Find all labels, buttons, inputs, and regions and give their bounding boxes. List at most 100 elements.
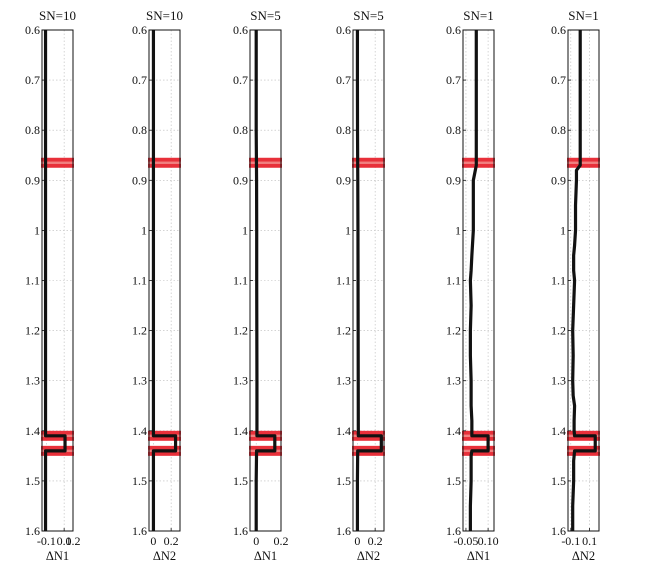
y-tick-label: 0.8 [132, 123, 147, 137]
x-axis-label: ΔN1 [46, 549, 69, 563]
y-tick-label: 0.9 [336, 173, 351, 187]
y-tick-label: 1.6 [132, 524, 147, 538]
y-tick-label: 1.5 [446, 474, 461, 488]
panel-5: SN=10.6 0.7 0.8 0.9 1 1.1 1.2 1.3 1.4 1.5 1.6-0.05… [446, 8, 499, 563]
y-tick-label: 1.4 [551, 424, 566, 438]
y-tick-label: 1.4 [233, 424, 248, 438]
y-tick-label: 0.9 [551, 173, 566, 187]
x-tick-label: -0.1 [37, 534, 56, 548]
y-tick-label: 1 [345, 223, 351, 237]
x-tick-label: 0 [150, 534, 156, 548]
panel-4: SN=50.6 0.7 0.8 0.9 1 1.1 1.2 1.3 1.4 1.5 1.60 0.2Δ… [336, 8, 385, 563]
y-tick-label: 1.5 [551, 474, 566, 488]
y-tick-label: 1.4 [446, 424, 461, 438]
y-tick-label: 0.8 [551, 123, 566, 137]
y-tick-label: 1.6 [551, 524, 566, 538]
panel-title: SN=5 [353, 8, 383, 23]
x-tick-label: 0.2 [274, 534, 289, 548]
y-tick-label: 1.5 [132, 474, 147, 488]
series-line [571, 30, 597, 531]
panel-3: SN=50.6 0.7 0.8 0.9 1 1.1 1.2 1.3 1.4 1.5 1.6 0 0.2Δ… [233, 8, 289, 563]
y-tick-label: 0.6 [336, 23, 351, 37]
y-tick-label: 1.6 [25, 524, 40, 538]
y-tick-label: 1.1 [132, 274, 147, 288]
x-axis-label: ΔN1 [254, 549, 277, 563]
y-tick-label: 0.9 [233, 173, 248, 187]
x-tick-label: 0.2 [368, 534, 383, 548]
y-tick-label: 1 [242, 223, 248, 237]
series-line [43, 30, 67, 531]
y-tick-label: 1.5 [25, 474, 40, 488]
panel-2: SN=100.6 0.7 0.8 0.9 1 1.1 1.2 1.3 1.4 1.5 1.60 0.2… [132, 8, 183, 563]
y-tick-label: 1.2 [132, 324, 147, 338]
y-tick-label: 1.4 [25, 424, 40, 438]
x-tick-label: 0 [354, 534, 360, 548]
y-tick-label: 1.3 [336, 374, 351, 388]
y-tick-label: 1.5 [233, 474, 248, 488]
y-tick-label: 0.6 [446, 23, 461, 37]
x-tick-label: 0.1 [57, 534, 72, 548]
y-tick-label: 0.6 [132, 23, 147, 37]
y-tick-label: 1.5 [336, 474, 351, 488]
x-tick-label: -0.1 [561, 534, 580, 548]
x-tick-label: 0.1 [582, 534, 597, 548]
panel-title: SN=1 [463, 8, 493, 23]
y-tick-label: 1 [141, 223, 147, 237]
y-tick-label: 1 [34, 223, 40, 237]
y-tick-label: 1.3 [132, 374, 147, 388]
panel-title: SN=10 [39, 8, 76, 23]
y-tick-label: 1.3 [25, 374, 40, 388]
y-tick-label: 1.1 [551, 274, 566, 288]
y-tick-label: 1.1 [446, 274, 461, 288]
y-tick-label: 1.1 [25, 274, 40, 288]
highlight-band-core [249, 161, 282, 164]
y-tick-label: 0.8 [25, 123, 40, 137]
highlight-band-core [352, 161, 385, 164]
series-line [355, 30, 383, 531]
y-tick-label: 1 [455, 223, 461, 237]
highlight-band-core [567, 161, 600, 164]
highlight-band-core [462, 161, 495, 164]
series-line [468, 30, 490, 531]
highlight-band-core [41, 161, 74, 164]
y-tick-label: 1.6 [336, 524, 351, 538]
panel-title: SN=1 [568, 8, 598, 23]
y-tick-label: 1.2 [551, 324, 566, 338]
panel-6: SN=10.6 0.7 0.8 0.9 1 1.1 1.2 1.3 1.4 1.5 1.6-0.1 0… [551, 8, 600, 563]
highlight-band-core [148, 161, 181, 164]
y-tick-label: 1.1 [336, 274, 351, 288]
y-tick-label: 0.7 [551, 73, 566, 87]
x-tick-label: 0.2 [66, 534, 81, 548]
x-tick-label: 0.2 [164, 534, 179, 548]
x-tick-label: -0.05 [453, 534, 478, 548]
y-tick-label: 1.2 [233, 324, 248, 338]
y-tick-label: 0.7 [233, 73, 248, 87]
y-tick-label: 1.4 [336, 424, 351, 438]
y-tick-label: 0.6 [551, 23, 566, 37]
x-tick-label: 0.10 [478, 534, 499, 548]
y-tick-label: 1.1 [233, 274, 248, 288]
panel-1: SN=100.6 0.7 0.8 0.9 1 1.1 1.2 1.3 1.4 1.5 1.6-0.1… [25, 8, 81, 563]
y-tick-label: 1.3 [551, 374, 566, 388]
y-tick-label: 0.8 [336, 123, 351, 137]
x-axis-label: ΔN1 [467, 549, 490, 563]
y-tick-label: 1.2 [336, 324, 351, 338]
x-tick-label: 0 [253, 534, 259, 548]
y-tick-label: 1.3 [446, 374, 461, 388]
y-tick-label: 0.8 [446, 123, 461, 137]
x-axis-label: ΔN2 [153, 549, 176, 563]
x-axis-label: ΔN2 [357, 549, 380, 563]
y-tick-label: 0.8 [233, 123, 248, 137]
y-tick-label: 1.2 [25, 324, 40, 338]
series-line [254, 30, 277, 531]
y-tick-label: 0.9 [25, 173, 40, 187]
y-tick-label: 0.6 [25, 23, 40, 37]
y-tick-label: 1.6 [446, 524, 461, 538]
panel-title: SN=5 [250, 8, 280, 23]
y-tick-label: 0.9 [446, 173, 461, 187]
y-tick-label: 1.6 [233, 524, 248, 538]
y-tick-label: 0.7 [25, 73, 40, 87]
y-tick-label: 1 [560, 223, 566, 237]
panel-title: SN=10 [146, 8, 183, 23]
y-tick-label: 0.6 [233, 23, 248, 37]
